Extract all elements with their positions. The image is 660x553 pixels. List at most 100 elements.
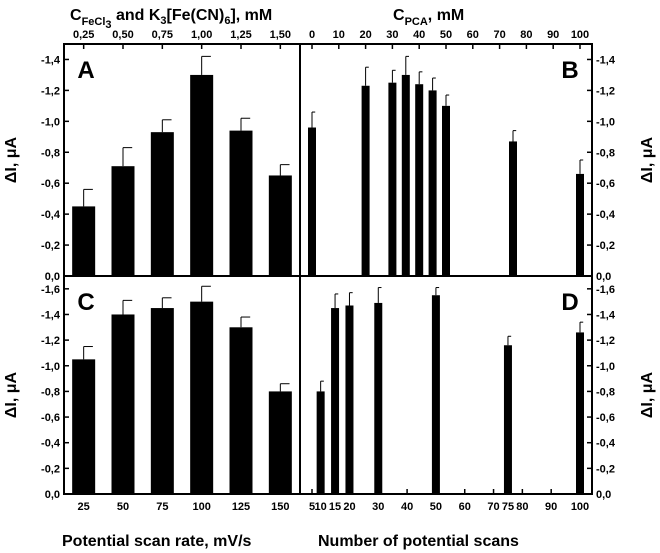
panel-b-ytick-label: -0,2 [596,240,615,252]
panel-b-bar [308,127,316,277]
panel-a-top-tick-label: 1,00 [191,29,212,41]
panel-b-bar [361,85,370,276]
panel-c-ytick-label: -0,8 [41,386,60,398]
top-right-axis-title: CPCA, mM [393,7,464,28]
panel-c-bar [150,308,174,494]
panel-b-top-tick-label: 50 [440,29,452,41]
panel-a-ytick-label: -0,4 [41,209,61,221]
panel-d-bottom-tick-label: 5 [309,501,315,513]
panel-a-top-tick-label: 1,50 [270,29,291,41]
panel-b-bar [428,90,437,277]
panel-d-ytick-label: -0,8 [596,386,615,398]
panel-c-ytick-label: -1,0 [41,361,60,373]
panel-d-ytick-label: -1,6 [596,284,615,296]
bottom-right-axis-title: Number of potential scans [318,533,519,550]
panel-d-bottom-tick-label: 80 [516,501,528,513]
panel-d-bottom-tick-label: 75 [502,501,514,513]
panel-b-top-tick-label: 100 [571,29,589,41]
panel-a-top-tick-label: 0,75 [152,29,173,41]
panel-a-bar [150,132,174,276]
panel-a-bar [190,74,214,276]
panel-d-bar [431,295,440,494]
panel-b-bar [576,173,584,276]
panel-a-top-tick-label: 1,25 [230,29,251,41]
panel-c-bottom-tick-label: 75 [156,501,168,513]
panel-a-ytick-label: -1,4 [41,54,61,66]
panel-c-ytick-label: -1,6 [41,284,60,296]
y-axis-title-d: ΔI, μA [639,371,656,418]
panel-d-bottom-tick-label: 30 [372,501,384,513]
panel-a-ytick-label: -0,6 [41,178,60,190]
panel-b-bar [388,82,397,277]
panel-d-bottom-tick-label: 60 [459,501,471,513]
panel-d-ytick-label: -0,2 [596,463,615,475]
panel-d-ytick-label: -1,0 [596,361,615,373]
panel-a-bar [268,175,292,276]
panel-a-ytick-label: -1,0 [41,116,60,128]
y-axis-title-a: ΔI, μA [3,136,20,183]
top-left-axis-title: CFeCl3 and K3[Fe(CN)6], mM [70,7,272,31]
panel-b-ytick-label: -0,6 [596,178,615,190]
panel-b-ytick-label: -0,8 [596,147,615,159]
panel-b-letter: B [561,57,578,84]
panel-d-bottom-tick-label: 90 [545,501,557,513]
panel-c-bar [111,314,135,494]
panel-b-top-tick-label: 10 [333,29,345,41]
panel-b-top-tick-label: 30 [386,29,398,41]
panel-a-bar [229,130,253,276]
panel-c-bottom-tick-label: 125 [232,501,250,513]
panel-b-ytick-label: -1,2 [596,85,615,97]
panels: 0,25 0,50 0,75 1,00 1,25 1,50 0,0 -0,2 -0,4 -0,6 -… [41,29,616,513]
panel-c-ytick-label: 0,0 [45,489,60,501]
panel-d-frame [299,275,593,495]
panel-d-ytick-label: -0,4 [596,438,616,450]
panel-d-bar [374,302,383,494]
panel-d-bar [576,332,584,494]
panel-d-ytick-label: -1,2 [596,335,615,347]
panel-d-bar [345,305,354,494]
panel-d-bottom-tick-label: 20 [343,501,355,513]
panel-a-top-tick-label: 0,25 [73,29,94,41]
panel-b-top-tick-label: 0 [309,29,315,41]
panel-b-top-tick-label: 60 [467,29,479,41]
panel-b-ytick-label: -1,0 [596,116,615,128]
panel-a-bar [111,166,135,276]
panel-c-ytick-label: -0,6 [41,412,60,424]
panel-a-frame [63,43,301,277]
panel-c-ytick-label: -1,4 [41,309,61,321]
panel-d-bottom-tick-label: 50 [430,501,442,513]
panel-a-ytick-label: -0,2 [41,240,60,252]
panel-b-bar [509,141,517,276]
panel-d-bottom-tick-label: 15 [329,501,341,513]
panel-c-bottom-tick-label: 50 [117,501,129,513]
panel-d-letter: D [561,289,578,316]
panel-d-bottom-tick-label: 10 [315,501,327,513]
panel-c-bar [268,391,292,494]
panel-c-ytick-label: -0,4 [41,438,61,450]
panel-b-bar [401,74,410,276]
panel-b-ytick-label: -1,4 [596,54,616,66]
panel-d-bottom-tick-label: 70 [487,501,499,513]
panel-d-ytick-label: 0,0 [596,489,611,501]
panel-a-letter: A [77,57,94,84]
panel-c-bar [229,327,253,494]
panel-d-bottom-tick-label: 40 [401,501,413,513]
panel-c-ytick-label: -1,2 [41,335,60,347]
panel-b-top-tick-label: 20 [359,29,371,41]
panel-d-ytick-label: -0,6 [596,412,615,424]
panel-c-bottom-tick-label: 100 [192,501,210,513]
panel-c-ytick-label: -0,2 [41,463,60,475]
panel-d-bar [503,345,512,494]
panel-d-bar [331,308,340,494]
panel-b-top-tick-label: 70 [493,29,505,41]
panel-d-bottom-tick-label: 100 [571,501,589,513]
panel-b-top-tick-label: 90 [547,29,559,41]
panel-d-ytick-label: -1,4 [596,309,616,321]
panel-a-ytick-label: 0,0 [45,271,60,283]
y-axis-title-b: ΔI, μA [639,136,656,183]
panel-a-ytick-label: -0,8 [41,147,60,159]
panel-c-frame [63,275,301,495]
bottom-left-axis-title: Potential scan rate, mV/s [62,533,252,550]
panel-d-bar [316,391,325,494]
